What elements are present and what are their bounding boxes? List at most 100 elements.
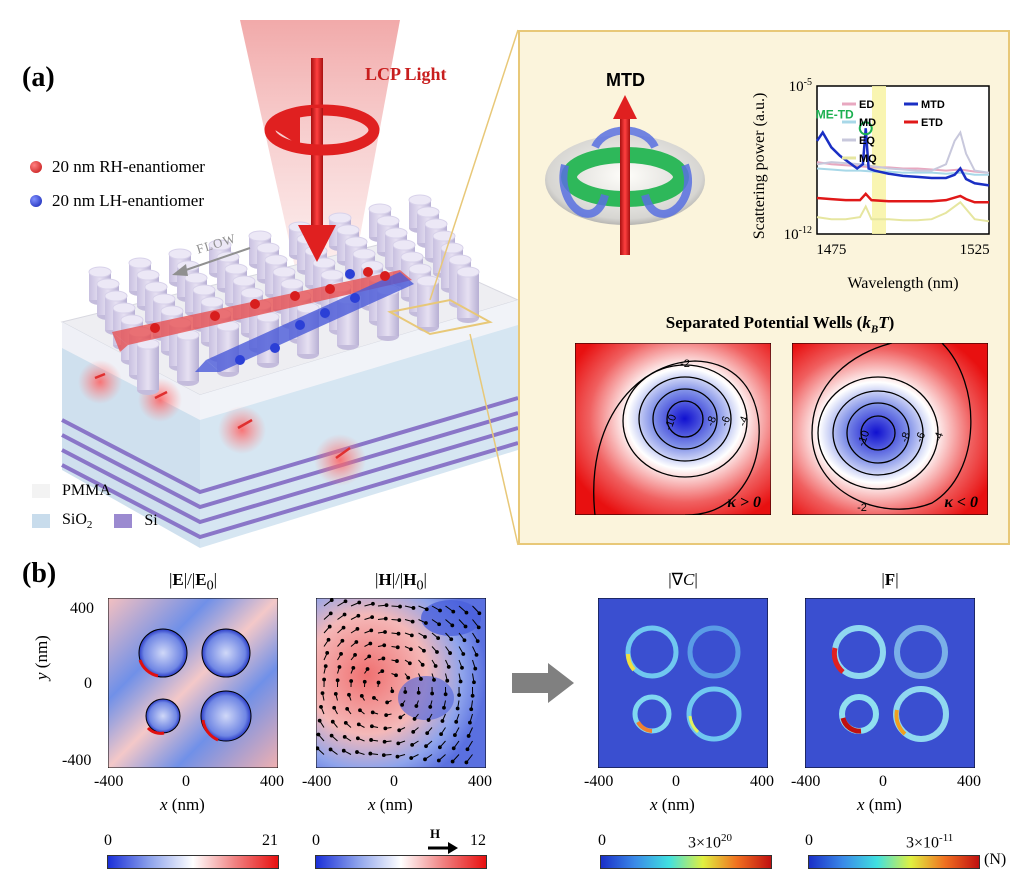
h-arrow-label: H (430, 826, 441, 841)
x-tick: 0 (390, 773, 398, 790)
kappa-label: κ > 0 (727, 494, 761, 511)
plot-title-gradc: |∇C| (668, 570, 698, 589)
cbar-force-max: 3×10-11 (906, 832, 954, 852)
x-tick: 400 (957, 773, 981, 790)
field-map-gradc (598, 598, 768, 768)
x-axis-label: x (nm) (650, 795, 695, 814)
contour-label-4: -4 (737, 415, 752, 428)
contour-label-10: -10 (663, 413, 680, 432)
field-map-e (108, 598, 278, 768)
contour-label-6: -6 (914, 431, 929, 444)
x-tick: -400 (791, 773, 821, 790)
legend-label-md: MD (859, 117, 876, 129)
si-swatch (114, 514, 133, 528)
material-legend: PMMA SiO2 Si (32, 476, 158, 536)
colorbar-e (107, 855, 279, 869)
y-tick-top: 10-5 (789, 77, 812, 95)
x-tick-1525: 1525 (960, 242, 990, 258)
chart-annotation: ME-TD (816, 107, 854, 121)
contour-label-8: -8 (705, 415, 720, 428)
x-tick: 0 (879, 773, 887, 790)
sio2-label: SiO2 (62, 510, 93, 532)
colorbar-h (315, 855, 487, 869)
legend-label-mtd: MTD (921, 99, 945, 111)
field-map-h (316, 598, 486, 768)
y-tick-400: 400 (70, 600, 94, 617)
x-axis-label: x (nm) (857, 795, 902, 814)
series-md (816, 167, 989, 176)
process-arrow-icon (512, 663, 574, 703)
chart-ylabel: Scattering power (a.u.) (751, 93, 768, 240)
flow-arrow (179, 247, 251, 273)
panel-b-label: (b) (22, 558, 57, 589)
rh-enantiomers (150, 267, 390, 333)
legend-label-etd: ETD (921, 117, 943, 129)
x-axis-label: x (nm) (368, 795, 413, 814)
pmma-label: PMMA (62, 482, 111, 499)
x-tick: -400 (94, 773, 124, 790)
lh-enantiomers (235, 269, 360, 365)
x-tick: 0 (182, 773, 190, 790)
cbar-gradc-min: 0 (598, 832, 606, 849)
pmma-swatch (32, 484, 50, 498)
h-arrow-icon (428, 842, 458, 854)
si-label: Si (144, 512, 158, 529)
legend-lh: 20 nm LH-enantiomer (52, 191, 205, 210)
series-mtd (815, 128, 990, 187)
y-tick-0: 0 (84, 675, 92, 692)
wells-title: Separated Potential Wells (kBT) (665, 313, 895, 336)
light-arrow-shaft (311, 58, 323, 228)
plot-title-force: |F| (881, 570, 899, 589)
cbar-e-min: 0 (104, 832, 112, 849)
mtd-toroid-illustration (545, 95, 705, 255)
colorbar-force (808, 855, 980, 869)
chart-xlabel: Wavelength (nm) (847, 275, 958, 292)
contour-label-6: -6 (719, 415, 734, 428)
potential-well-right: -2 -4 -6 -8 -10 κ < 0 (792, 343, 988, 515)
colorbar-gradc (600, 855, 772, 869)
x-tick: 400 (468, 773, 492, 790)
rh-dot-icon (30, 161, 42, 173)
si-layers (61, 396, 519, 540)
lh-flow-ribbon (206, 272, 414, 372)
plot-title-e: |E|/|E0| (168, 570, 218, 594)
legend-rh: 20 nm RH-enantiomer (52, 157, 205, 176)
cbar-h-min: 0 (312, 832, 320, 849)
rh-flow-ribbon (112, 270, 412, 345)
lh-dot-icon (30, 195, 42, 207)
contour-label-10: -10 (856, 429, 873, 448)
force-unit: (N) (984, 851, 1007, 868)
metasurface-illustration (60, 20, 520, 548)
enantiomer-legend: 20 nm RH-enantiomer 20 nm LH-enantiomer (30, 150, 205, 218)
block-front-right (200, 300, 518, 548)
plot-title-h: |H|/|H0| (375, 570, 427, 594)
contour-label-2: -2 (680, 358, 690, 370)
cbar-e-max: 21 (262, 832, 278, 849)
potential-well-left: -2 -4 -6 -8 -10 κ > 0 (575, 343, 771, 515)
y-axis-label: y (nm) (32, 635, 51, 680)
cbar-force-min: 0 (805, 832, 813, 849)
x-tick: -400 (302, 773, 332, 790)
y-tick-neg400: -400 (62, 752, 92, 769)
me-td-marker (858, 121, 873, 136)
kappa-label: κ < 0 (944, 494, 978, 511)
chart-highlight-band (872, 86, 886, 234)
cbar-h-max: 12 (470, 832, 486, 849)
x-axis-label: x (nm) (160, 795, 205, 814)
x-tick: 400 (750, 773, 774, 790)
scattering-chart: ED MD EQ MQ MTD ETD ME-TD 1475 1525 10-5 10-12 W… (751, 77, 990, 292)
sio2-swatch (32, 514, 50, 528)
light-arrow-head (298, 225, 336, 262)
mtd-label: MTD (606, 70, 645, 90)
panel-a-label: (a) (22, 62, 55, 93)
legend-label-mq: MQ (859, 153, 877, 165)
x-tick: 0 (672, 773, 680, 790)
legend-label-ed: ED (859, 99, 874, 111)
x-tick: -400 (584, 773, 614, 790)
series-etd (816, 191, 989, 204)
y-tick-bottom: 10-12 (784, 225, 812, 243)
cbar-gradc-max: 3×1020 (688, 832, 733, 852)
contour-label-2: -2 (857, 502, 867, 514)
light-label: LCP Light (365, 64, 447, 84)
contour-label-8: -8 (899, 431, 914, 444)
